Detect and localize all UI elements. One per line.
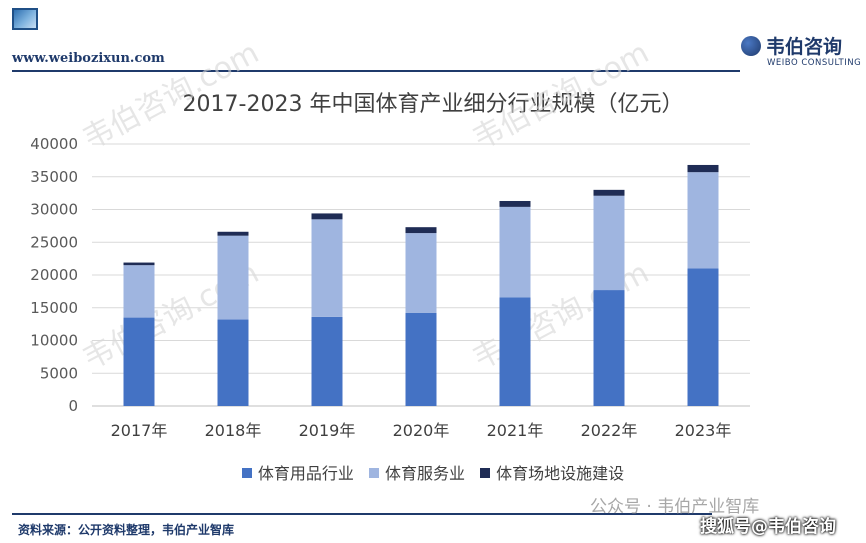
logo-square: [12, 8, 38, 30]
bar-segment: [311, 316, 343, 406]
bar-segment: [593, 189, 625, 196]
wechat-watermark: 公众号 · 韦伯产业智库: [590, 497, 760, 517]
x-tick-label: 2017年: [111, 421, 168, 440]
y-tick-label: 15000: [30, 299, 78, 317]
legend-label: 体育服务业: [384, 464, 465, 483]
legend-label: 体育用品行业: [257, 464, 354, 483]
bar-segment: [311, 219, 343, 317]
bar-segment: [123, 317, 155, 406]
legend-swatch: [480, 468, 491, 478]
legend-item-sports-services: 体育服务业: [368, 460, 465, 484]
x-tick-label: 2023年: [675, 421, 732, 440]
bar-segment: [217, 231, 249, 236]
watermark-text: 韦伯咨询.com: [467, 255, 654, 377]
chart-title: 2017-2023 年中国体育产业细分行业规模（亿元）: [182, 92, 684, 117]
bar-segment: [593, 290, 625, 406]
bar-segment: [499, 206, 531, 298]
header-divider: [12, 70, 740, 72]
bar-segment: [687, 268, 719, 406]
legend-swatch: [241, 468, 252, 478]
bar-segment: [123, 265, 155, 318]
bar-segment: [217, 235, 249, 320]
chart-legend: 体育用品行业 体育服务业 体育场地设施建设: [0, 460, 866, 484]
y-tick-label: 0: [68, 397, 78, 415]
bar-segment: [405, 227, 437, 234]
legend-item-venue-construction: 体育场地设施建设: [480, 460, 624, 484]
y-tick-label: 10000: [30, 332, 78, 350]
bar-segment: [405, 233, 437, 313]
sohu-watermark: 搜狐号@韦伯咨询: [700, 517, 836, 537]
y-tick-label: 35000: [30, 168, 78, 186]
data-source-note: 资料来源：公开资料整理，韦伯产业智库: [18, 523, 235, 537]
x-tick-label: 2019年: [299, 421, 356, 440]
bar-segment: [687, 172, 719, 269]
legend-swatch: [368, 468, 379, 478]
bar-segment: [687, 164, 719, 173]
legend-item-sporting-goods: 体育用品行业: [241, 460, 354, 484]
bar-segment: [405, 312, 437, 406]
y-tick-label: 25000: [30, 233, 78, 251]
brand-subtitle: WEIBO CONSULTING: [767, 58, 862, 68]
x-tick-label: 2021年: [487, 421, 544, 440]
y-tick-label: 30000: [30, 201, 78, 219]
bar-segment: [593, 195, 625, 291]
bar-segment: [499, 297, 531, 406]
bar-segment: [499, 200, 531, 207]
x-tick-label: 2020年: [393, 421, 450, 440]
footer-divider: [12, 513, 712, 515]
y-tick-label: 20000: [30, 266, 78, 284]
brand-logo-icon: [741, 36, 761, 56]
watermark-text: 韦伯咨询.com: [77, 35, 264, 157]
x-tick-label: 2018年: [205, 421, 262, 440]
site-url[interactable]: www.weibozixun.com: [12, 51, 165, 66]
bar-segment: [217, 319, 249, 406]
x-tick-label: 2022年: [581, 421, 638, 440]
brand-name: 韦伯咨询: [766, 36, 843, 58]
bar-segment: [123, 262, 155, 266]
y-tick-label: 40000: [30, 135, 78, 153]
legend-label: 体育场地设施建设: [496, 464, 625, 483]
y-tick-label: 5000: [40, 364, 78, 382]
watermark-text: 韦伯咨询.com: [467, 35, 654, 157]
bar-segment: [311, 213, 343, 220]
